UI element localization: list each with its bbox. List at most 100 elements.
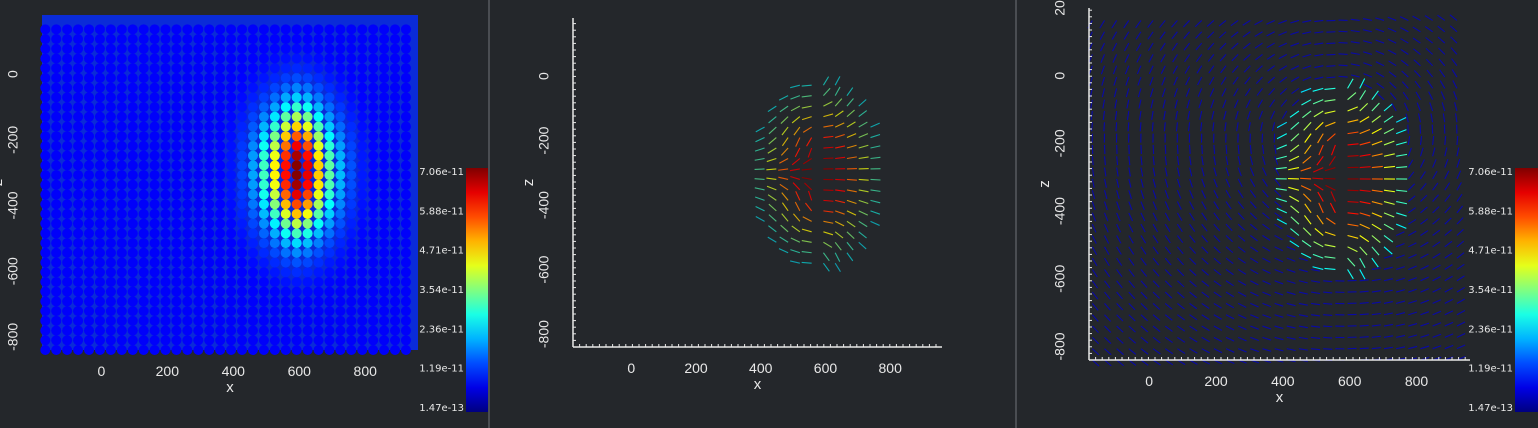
quiver-masked-arrow [846, 133, 857, 139]
quiver-masked-y-tick-label: -800 [536, 320, 552, 348]
quiver-full-arrow [1225, 144, 1228, 154]
heatmap-cell [247, 92, 258, 103]
heatmap-colorbar-tick-label: 7.06e-11 [419, 167, 464, 178]
quiver-masked-arrow [801, 168, 812, 171]
quiver-full-arrow [1350, 18, 1360, 21]
heatmap-cell [40, 296, 51, 307]
heatmap-cell [204, 267, 215, 278]
quiver-full-arrow [1311, 314, 1321, 317]
heatmap-cell [182, 179, 193, 190]
quiver-full-arrow [1371, 189, 1383, 193]
quiver-full-arrow [1387, 49, 1397, 55]
heatmap-cell [400, 325, 411, 336]
quiver-full-arrow [1177, 359, 1186, 366]
quiver-full-arrow [1444, 135, 1447, 145]
heatmap-cell [258, 72, 269, 83]
quiver-masked-arrow [822, 76, 830, 86]
heatmap-cell [324, 121, 335, 132]
quiver-full-arrow [1331, 144, 1336, 156]
heatmap-cell [215, 257, 226, 268]
heatmap-cell [324, 170, 335, 181]
quiver-full-arrow [1152, 325, 1161, 333]
quiver-full-arrow [1219, 42, 1227, 50]
quiver-masked-arrow [768, 203, 777, 212]
heatmap-cell [226, 179, 237, 190]
quiver-full-arrow [1189, 348, 1198, 354]
quiver-full-arrow [1199, 110, 1203, 120]
quiver-full-arrow [1250, 268, 1259, 275]
quiver-full-arrow [1225, 325, 1235, 331]
quiver-full-arrow [1279, 76, 1288, 83]
quiver-masked-arrow [801, 240, 812, 243]
heatmap-cell [94, 344, 105, 356]
quiver-masked-arrow [870, 156, 881, 160]
heatmap-cell [83, 218, 95, 229]
heatmap-cell [204, 92, 215, 103]
heatmap-cell [94, 228, 105, 239]
quiver-full-arrow [1159, 42, 1166, 51]
heatmap-cell [357, 34, 368, 45]
heatmap-cell [226, 160, 237, 171]
heatmap-cell [83, 238, 95, 249]
quiver-full-arrow [1220, 65, 1227, 74]
quiver-full-arrow [1103, 122, 1106, 132]
quiver-full-arrow [1125, 76, 1130, 86]
heatmap-cell [204, 82, 215, 93]
quiver-full-arrow [1268, 87, 1276, 96]
quiver-full-arrow [1197, 88, 1203, 97]
quiver-masked-arrow [767, 105, 777, 113]
quiver-full-arrow [1274, 314, 1284, 318]
heatmap-cell [204, 102, 215, 113]
heatmap-cell [357, 296, 368, 307]
heatmap-cell [346, 315, 357, 326]
heatmap-cell [236, 111, 248, 122]
quiver-full-arrow [1432, 322, 1442, 327]
heatmap-cell [324, 24, 335, 35]
quiver-full-arrow [1189, 178, 1194, 188]
heatmap-cell [280, 53, 291, 64]
heatmap-cell [400, 267, 411, 278]
heatmap-cell [105, 218, 116, 229]
quiver-full-arrow [1125, 88, 1130, 98]
heatmap-cell [116, 189, 127, 200]
heatmap-cell [127, 92, 138, 103]
quiver-masked-arrow [802, 216, 812, 222]
quiver-full-arrow [1375, 17, 1385, 21]
heatmap-cell [51, 160, 62, 171]
quiver-full-arrow [1323, 314, 1333, 317]
quiver-full-arrow [1276, 207, 1288, 214]
heatmap-cell [390, 228, 401, 239]
quiver-full-arrow [1383, 153, 1395, 157]
heatmap-cell [236, 121, 248, 132]
heatmap-cell [291, 170, 302, 181]
quiver-full-arrow [1152, 280, 1160, 288]
heatmap-cell [258, 179, 269, 190]
quiver-full-arrow [1300, 87, 1312, 93]
quiver-full-arrow [1152, 359, 1161, 366]
heatmap-cell [313, 72, 324, 83]
heatmap-cell [368, 306, 379, 317]
quiver-full-arrow [1189, 302, 1198, 310]
quiver-full-arrow [1301, 99, 1312, 106]
quiver-full-arrow [1347, 106, 1358, 112]
heatmap-cell [302, 276, 313, 288]
quiver-masked-arrow [846, 178, 857, 181]
quiver-full-arrow [1274, 144, 1277, 154]
heatmap-cell [138, 170, 149, 181]
heatmap-cell [94, 72, 105, 83]
quiver-full-arrow [1225, 246, 1234, 254]
quiver-masked-arrow [834, 262, 841, 273]
quiver-full-arrow [1371, 312, 1381, 316]
heatmap-cell [83, 53, 95, 64]
quiver-masked-arrow [768, 116, 777, 124]
heatmap-cell [368, 208, 379, 219]
heatmap-cell [193, 102, 204, 113]
heatmap-cell [51, 179, 62, 190]
heatmap-cell [204, 306, 215, 317]
quiver-full-arrow [1359, 129, 1371, 135]
heatmap-cell [62, 102, 73, 113]
heatmap-cell [226, 296, 237, 307]
heatmap-cell [204, 286, 215, 297]
heatmap-cell [51, 43, 62, 54]
quiver-full-arrow [1124, 42, 1130, 52]
